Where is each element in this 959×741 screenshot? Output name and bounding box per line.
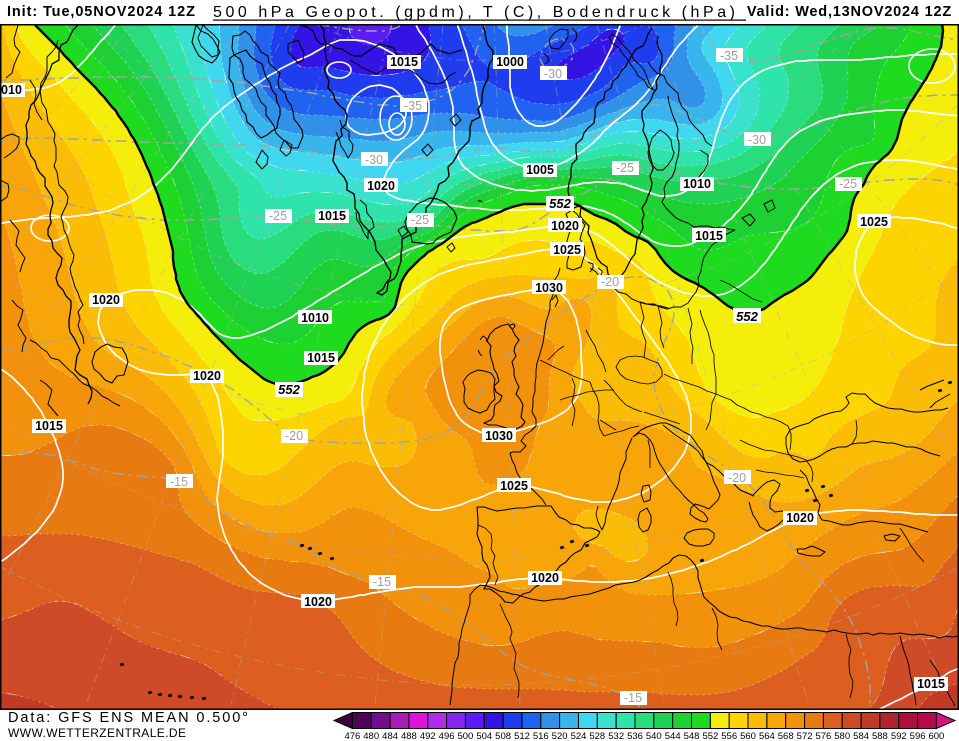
svg-text:572: 572	[797, 731, 813, 741]
svg-text:484: 484	[382, 731, 398, 741]
svg-text:1010: 1010	[301, 311, 329, 325]
svg-text:576: 576	[815, 731, 831, 741]
svg-text:-25: -25	[411, 213, 429, 227]
svg-text:496: 496	[439, 731, 455, 741]
svg-text:-30: -30	[365, 153, 383, 167]
svg-text:1015: 1015	[695, 229, 723, 243]
svg-text:1015: 1015	[318, 209, 346, 223]
svg-text:540: 540	[646, 731, 662, 741]
svg-text:492: 492	[420, 731, 436, 741]
svg-text:1000: 1000	[496, 55, 524, 69]
svg-text:552: 552	[278, 382, 300, 397]
svg-text:528: 528	[589, 731, 605, 741]
svg-text:500 hPa Geopot. (gpdm), T (C),: 500 hPa Geopot. (gpdm), T (C), Bodendruc…	[213, 4, 739, 21]
svg-text:-15: -15	[170, 475, 188, 489]
svg-text:480: 480	[363, 731, 379, 741]
svg-text:-25: -25	[616, 161, 634, 175]
svg-text:552: 552	[736, 309, 758, 324]
svg-text:596: 596	[910, 731, 926, 741]
svg-text:1020: 1020	[367, 179, 395, 193]
svg-text:512: 512	[514, 731, 530, 741]
svg-text:1025: 1025	[500, 479, 528, 493]
svg-text:548: 548	[684, 731, 700, 741]
svg-text:524: 524	[571, 731, 587, 741]
svg-text:-20: -20	[601, 275, 619, 289]
svg-text:Init: Tue,05NOV2024 12Z: Init: Tue,05NOV2024 12Z	[7, 4, 196, 20]
svg-text:-30: -30	[544, 67, 562, 81]
svg-text:600: 600	[928, 731, 944, 741]
svg-text:1015: 1015	[390, 55, 418, 69]
svg-text:1015: 1015	[917, 677, 945, 691]
svg-text:Valid: Wed,13NOV2024 12Z: Valid: Wed,13NOV2024 12Z	[747, 4, 952, 20]
svg-text:Data: GFS ENS MEAN 0.500°: Data: GFS ENS MEAN 0.500°	[8, 710, 250, 726]
svg-text:-15: -15	[624, 691, 642, 705]
svg-text:532: 532	[608, 731, 624, 741]
svg-text:1020: 1020	[551, 219, 579, 233]
svg-text:552: 552	[702, 731, 718, 741]
svg-text:-15: -15	[373, 575, 391, 589]
svg-text:556: 556	[721, 731, 737, 741]
svg-text:1020: 1020	[92, 293, 120, 307]
svg-text:-35: -35	[404, 99, 422, 113]
svg-text:580: 580	[834, 731, 850, 741]
svg-text:536: 536	[627, 731, 643, 741]
svg-text:1020: 1020	[193, 369, 221, 383]
svg-text:1025: 1025	[553, 243, 581, 257]
svg-text:508: 508	[495, 731, 511, 741]
svg-text:1010: 1010	[0, 83, 22, 97]
svg-text:-35: -35	[720, 49, 738, 63]
svg-text:584: 584	[853, 731, 869, 741]
svg-text:1010: 1010	[683, 177, 711, 191]
svg-text:1020: 1020	[786, 511, 814, 525]
svg-text:588: 588	[872, 731, 888, 741]
svg-text:-20: -20	[728, 471, 746, 485]
svg-text:560: 560	[740, 731, 756, 741]
svg-text:564: 564	[759, 731, 775, 741]
svg-text:516: 516	[533, 731, 549, 741]
svg-text:1030: 1030	[535, 281, 563, 295]
svg-text:488: 488	[401, 731, 417, 741]
svg-text:544: 544	[665, 731, 681, 741]
svg-text:500: 500	[457, 731, 473, 741]
svg-text:1005: 1005	[526, 163, 554, 177]
svg-text:-20: -20	[285, 429, 303, 443]
svg-text:-25: -25	[269, 209, 287, 223]
svg-text:476: 476	[344, 731, 360, 741]
svg-text:1020: 1020	[531, 571, 559, 585]
svg-text:1015: 1015	[35, 419, 63, 433]
svg-text:568: 568	[778, 731, 794, 741]
svg-text:1025: 1025	[860, 215, 888, 229]
svg-text:1015: 1015	[307, 351, 335, 365]
svg-text:592: 592	[891, 731, 907, 741]
svg-text:1030: 1030	[485, 429, 513, 443]
svg-text:-30: -30	[748, 133, 766, 147]
svg-text:552: 552	[549, 196, 571, 211]
svg-text:-25: -25	[839, 177, 857, 191]
svg-text:WWW.WETTERZENTRALE.DE: WWW.WETTERZENTRALE.DE	[8, 726, 186, 740]
svg-text:504: 504	[476, 731, 492, 741]
svg-text:1020: 1020	[304, 595, 332, 609]
svg-text:520: 520	[552, 731, 568, 741]
